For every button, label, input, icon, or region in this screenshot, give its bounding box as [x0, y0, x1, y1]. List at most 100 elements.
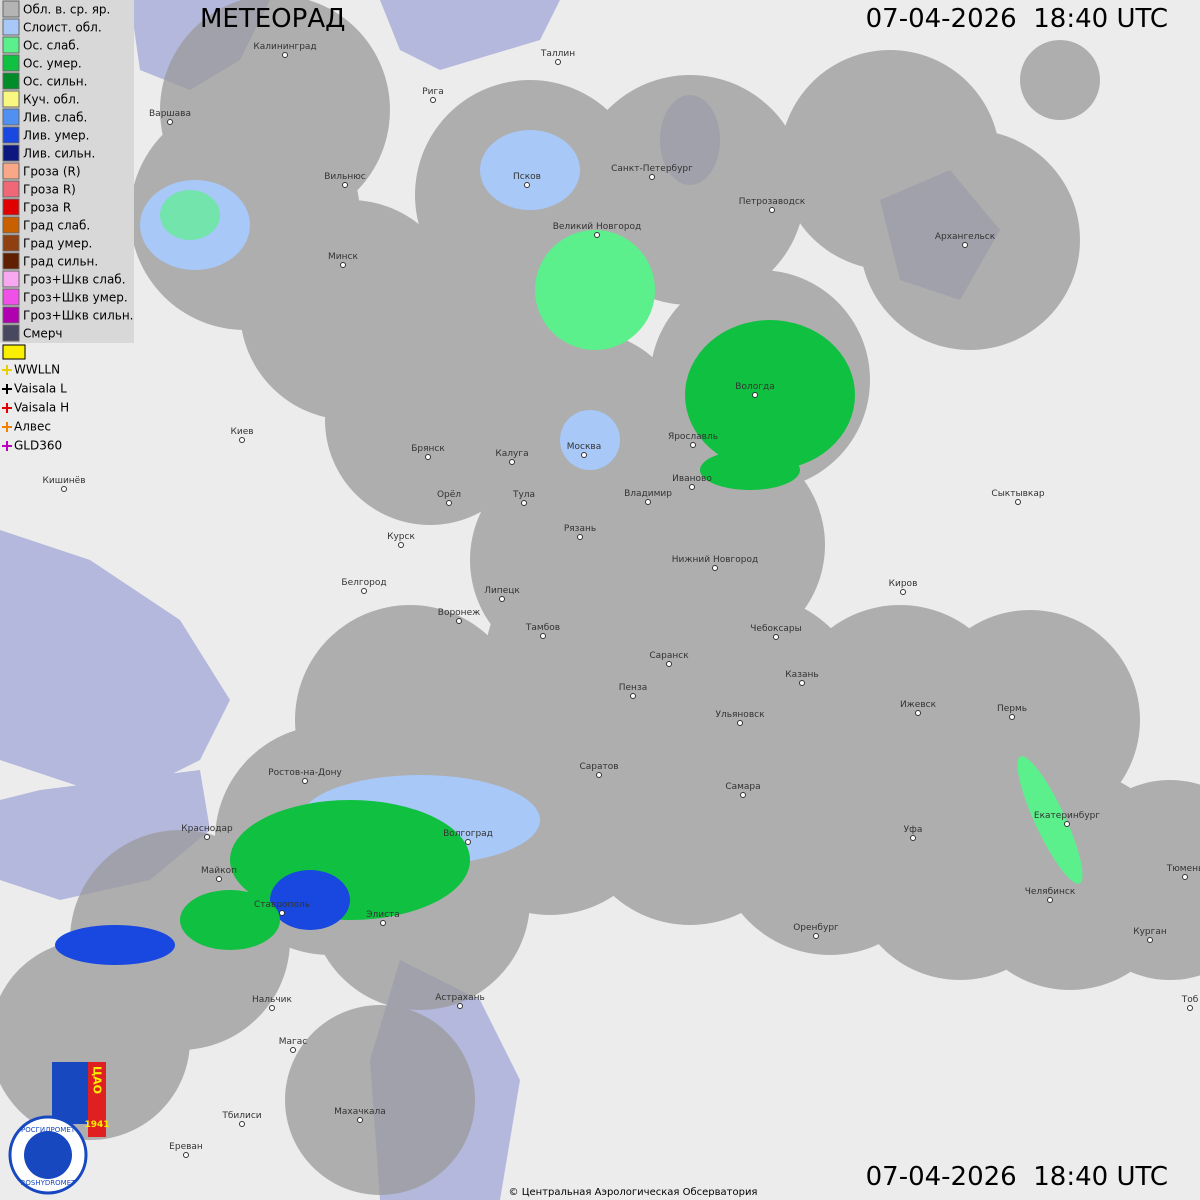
- precip-legend: Обл. в. ср. яр. Слоист. обл. Ос. слаб. Ос. …: [0, 0, 134, 343]
- lightning-marker: [2, 384, 12, 394]
- legend-label: Град умер.: [23, 237, 92, 251]
- legend-label: Лив. умер.: [23, 129, 90, 143]
- city-label: Сыктывкар: [991, 489, 1044, 499]
- city-dot: [630, 693, 636, 699]
- city-label: Саранск: [649, 651, 689, 661]
- logo-name-ru: РОСГИДРОМЕТ: [21, 1126, 76, 1134]
- legend-swatch: [2, 18, 20, 36]
- city-label: Киров: [889, 579, 918, 589]
- city-dot: [799, 680, 805, 686]
- timestamp-bottom: 07-04-2026 18:40 UTC: [866, 1162, 1168, 1192]
- city-dot: [380, 920, 386, 926]
- city-dot: [910, 835, 916, 841]
- city-label: Тюмень: [1166, 864, 1200, 874]
- legend-swatch: [2, 90, 20, 108]
- city-dot: [900, 589, 906, 595]
- city-label: Ставрополь: [254, 900, 310, 910]
- city-label: Челябинск: [1025, 887, 1076, 897]
- city-label: Ижевск: [900, 700, 937, 710]
- city-dot: [446, 500, 452, 506]
- city-label: Тбилиси: [221, 1111, 261, 1121]
- city-label: Магас: [279, 1037, 308, 1047]
- city-dot: [430, 97, 436, 103]
- city-label: Великий Новгород: [553, 222, 642, 232]
- city-label: Казань: [785, 670, 818, 680]
- city-dot: [269, 1005, 275, 1011]
- legend-label: Смерч: [23, 327, 63, 341]
- city-dot: [204, 834, 210, 840]
- legend-label: Град слаб.: [23, 219, 90, 233]
- city-label: Махачкала: [334, 1107, 386, 1117]
- city-label: Тоб: [1181, 995, 1199, 1005]
- city-dot: [740, 792, 746, 798]
- city-dot: [509, 459, 515, 465]
- city-label: Брянск: [411, 444, 445, 454]
- city-label: Липецк: [484, 586, 520, 596]
- city-dot: [962, 242, 968, 248]
- city-label: Таллин: [540, 49, 575, 59]
- legend-swatch: [2, 36, 20, 54]
- city-dot: [340, 262, 346, 268]
- legend-label: Гроза R: [23, 201, 71, 215]
- city-dot: [596, 772, 602, 778]
- city-label: Ростов-на-Дону: [268, 768, 342, 778]
- city-dot: [577, 534, 583, 540]
- precipitation: [55, 130, 1083, 965]
- copyright: © Центральная Аэрологическая Обсерватори…: [509, 1187, 758, 1198]
- city-label: Орёл: [437, 490, 461, 500]
- city-dot: [594, 232, 600, 238]
- city-label: Курск: [387, 532, 415, 542]
- city-label: Белгород: [341, 578, 386, 588]
- legend-swatch: [2, 0, 20, 18]
- legend-swatch: [2, 162, 20, 180]
- legend-label: Гроза (R): [23, 165, 81, 179]
- city-dot: [524, 182, 530, 188]
- city-label: Рязань: [564, 524, 596, 534]
- city-dot: [1182, 874, 1188, 880]
- city-label: Киев: [230, 427, 253, 437]
- legend-swatch: [2, 198, 20, 216]
- city-dot: [239, 437, 245, 443]
- city-label: Вильнюс: [324, 172, 366, 182]
- lightning-legend: WWLLN Vaisala L Vaisala H Алвес GLD360: [2, 363, 69, 453]
- city-label: Тула: [512, 490, 535, 500]
- legend-swatch: [2, 252, 20, 270]
- city-label: Воронеж: [438, 608, 480, 618]
- city-label: Санкт-Петербург: [611, 164, 693, 174]
- city-label: Псков: [513, 172, 541, 182]
- city-label: Архангельск: [935, 232, 996, 242]
- legend-swatch: [2, 108, 20, 126]
- lightning-label: Vaisala L: [14, 382, 67, 396]
- city-label: Чебоксары: [750, 624, 801, 634]
- city-label: Петрозаводск: [739, 197, 806, 207]
- city-dot: [540, 633, 546, 639]
- city-dot: [342, 182, 348, 188]
- city-dot: [279, 910, 285, 916]
- legend-label: Ос. сильн.: [23, 75, 87, 89]
- legend-swatch: [2, 234, 20, 252]
- city-dot: [167, 119, 173, 125]
- city-label: Владимир: [624, 489, 672, 499]
- logo-inner: [24, 1131, 72, 1179]
- legend-label: Град сильн.: [23, 255, 98, 269]
- city-dot: [690, 442, 696, 448]
- city-dot: [915, 710, 921, 716]
- logo-name-en: ROSHYDROMET: [21, 1179, 77, 1187]
- legend-label: Лив. сильн.: [23, 147, 95, 161]
- city-dot: [183, 1152, 189, 1158]
- city-dot: [752, 392, 758, 398]
- legend-label: Слоист. обл.: [23, 21, 102, 35]
- city-dot: [61, 486, 67, 492]
- legend-swatch: [2, 54, 20, 72]
- legend-swatch: [2, 144, 20, 162]
- timestamp: 07-04-2026 18:40 UTC: [866, 4, 1168, 34]
- lightning-icon: [2, 344, 26, 360]
- legend-label: Гроза R): [23, 183, 76, 197]
- legend-label: Ос. слаб.: [23, 39, 80, 53]
- legend-swatch: [2, 72, 20, 90]
- legend-label: Обл. в. ср. яр.: [23, 3, 110, 17]
- logo-year: 1941: [84, 1120, 109, 1130]
- legend-label: Лив. слаб.: [23, 111, 87, 125]
- city-label: Пермь: [997, 704, 1027, 714]
